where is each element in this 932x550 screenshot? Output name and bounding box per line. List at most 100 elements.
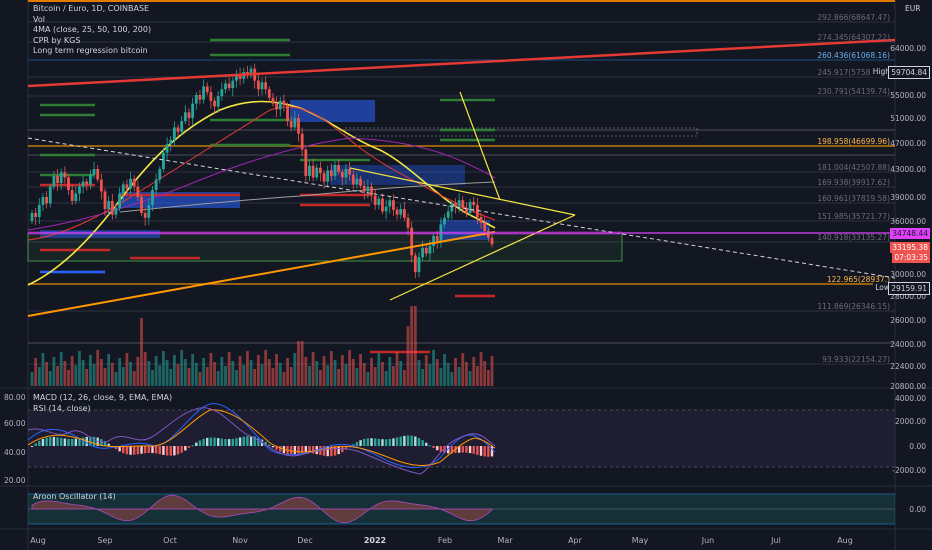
macd-bar [268, 444, 271, 446]
candle-body [300, 133, 304, 150]
macd-bar [439, 446, 443, 452]
volume-bar [187, 368, 191, 386]
ma-100 [27, 137, 496, 231]
volume-bar [70, 356, 74, 386]
volume-bar [231, 361, 235, 386]
macd-bar [198, 440, 202, 446]
volume-bar [74, 365, 78, 386]
macd-bar [293, 446, 297, 454]
indicator-regression[interactable]: Long term regression bitcoin [33, 46, 148, 55]
macd-bar [52, 436, 56, 446]
macd-bar [450, 446, 454, 454]
candle-body [333, 165, 337, 176]
candle-body [337, 165, 341, 172]
time-tick: Oct [163, 536, 177, 545]
indicator-cpr[interactable]: CPR by KGS [33, 35, 81, 45]
volume-bar [59, 352, 63, 386]
macd-bar [49, 436, 52, 446]
macd-bar [275, 446, 278, 450]
candle-body [176, 127, 180, 132]
volume-bar [479, 352, 483, 386]
candle-body [187, 112, 191, 118]
candle-body [322, 173, 326, 182]
volume-bar [322, 356, 326, 386]
macd-bar [213, 437, 216, 446]
candle-body [450, 203, 454, 212]
candle-body [183, 112, 187, 122]
volume-bar [472, 357, 476, 386]
macd-bar [162, 446, 165, 455]
regression-line [27, 38, 896, 88]
macd-bar [74, 438, 78, 446]
volume-bar [176, 364, 180, 386]
candle-body [286, 105, 289, 122]
candle-body [373, 195, 377, 205]
volume-bar [300, 341, 304, 386]
macd-bar [377, 438, 381, 446]
candle-body [162, 152, 165, 169]
aroon-title[interactable]: Aroon Oscillator (14) [33, 492, 116, 501]
macd-bar [249, 436, 253, 446]
candle-body [319, 167, 322, 174]
macd-bar [472, 446, 475, 454]
volume-bar [278, 363, 282, 386]
macd-bar [133, 446, 136, 455]
candle-body [129, 178, 132, 189]
volume-bar [118, 358, 122, 386]
macd-bar [85, 436, 88, 446]
candle-body [348, 169, 352, 175]
macd-bar [158, 446, 161, 455]
price-tick: 36000.00 [890, 217, 926, 226]
volume-bar [194, 363, 198, 386]
macd-bar [421, 440, 424, 446]
fib-label: 160.961(37819.58) [817, 194, 890, 203]
signal-line [27, 409, 496, 466]
candle-body [406, 217, 410, 228]
volume-bar [465, 362, 468, 386]
macd-tick: 0.00 [909, 442, 926, 451]
rsi-title[interactable]: RSI (14, close) [33, 404, 91, 413]
volume-bar [180, 350, 184, 386]
candle-body [395, 209, 399, 215]
volume-bar [78, 351, 81, 386]
candle-body [392, 200, 395, 210]
price-tick: 43000.00 [890, 165, 926, 174]
volume-bar [209, 353, 213, 386]
indicator-vol[interactable]: Vol [33, 14, 45, 24]
candle-body [103, 191, 107, 209]
candle-body [315, 167, 319, 178]
volume-bar [340, 355, 344, 386]
macd-bar [224, 439, 227, 446]
macd-bar [308, 446, 311, 453]
macd-title[interactable]: MACD (12, 26, close, 9, EMA, EMA) [33, 393, 173, 402]
candle-body [205, 86, 209, 93]
cpr-levels [40, 38, 698, 354]
volume-bar [238, 356, 242, 386]
candle-body [99, 179, 103, 192]
macd-bar [227, 439, 231, 446]
candle-body [486, 231, 490, 238]
volume-bar [202, 358, 205, 386]
macd-bar [195, 442, 198, 446]
fib-label: 198.958(46699.96) [817, 137, 890, 146]
macd-bar [384, 439, 388, 446]
volume-bar [439, 368, 443, 386]
macd-bar [122, 446, 125, 454]
macd-bar [180, 446, 183, 453]
volume-bar [297, 341, 300, 386]
candle-body [267, 89, 271, 98]
candle-body [59, 172, 63, 183]
candle-body [147, 205, 151, 218]
macd-bar [487, 446, 490, 457]
candle-body [194, 95, 198, 104]
candle-body [308, 165, 311, 176]
indicator-4ma[interactable]: 4MA (close, 25, 50, 100, 200) [33, 25, 152, 34]
volume-bar [81, 360, 85, 386]
volume-bar [107, 354, 111, 386]
candle-body [344, 169, 348, 178]
volume-bar [377, 353, 381, 386]
macd-bar [483, 446, 486, 457]
macd-bar [476, 446, 479, 455]
volume-bar [373, 367, 377, 386]
volume-bar [392, 366, 395, 386]
